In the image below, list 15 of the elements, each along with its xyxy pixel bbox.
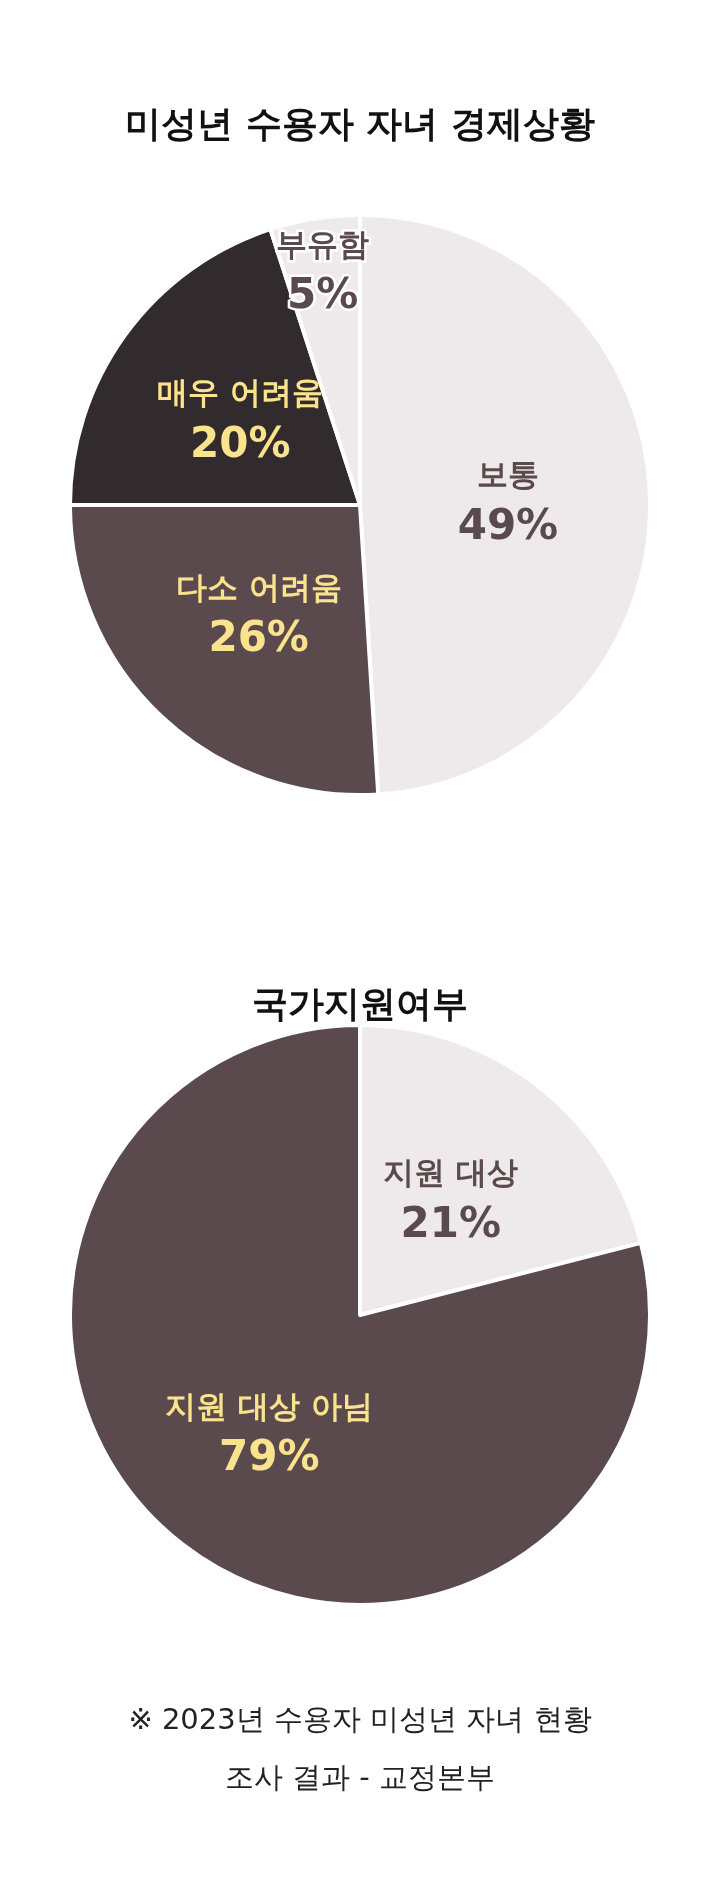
data-label: 5% <box>287 269 359 319</box>
data-label: 26% <box>208 612 309 662</box>
chart-title: 국가지원여부 <box>252 982 468 1024</box>
text: ※ 2023년 수용자 미성년 자녀 현황조사 결과 - 교정본부 <box>127 1701 593 1796</box>
data-label: 79% <box>219 1431 320 1481</box>
data-label: 20% <box>190 417 291 467</box>
slice-label: 다소 어려움 <box>175 568 342 605</box>
data-label: 49% <box>457 499 559 549</box>
slice-label: 부유함 <box>276 225 370 262</box>
chart-title: 미성년 수용자 자녀 경제상황 <box>125 102 595 144</box>
slice-label: 매우 어려움 <box>157 374 324 411</box>
slice-label: 보통 <box>476 456 539 493</box>
slice-label: 지원 대상 아님 <box>165 1387 374 1424</box>
data-label: 21% <box>400 1197 501 1247</box>
slice-label: 지원 대상 <box>383 1154 519 1191</box>
